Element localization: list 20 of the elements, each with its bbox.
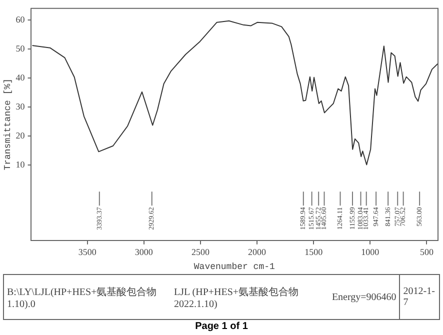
y-tick-label: 60 bbox=[16, 14, 26, 24]
y-tick-label: 40 bbox=[16, 72, 26, 82]
text: Page 1 of 1 bbox=[194, 321, 249, 332]
x-tick-label: 3500 bbox=[78, 247, 97, 258]
x-tick-label: 2500 bbox=[191, 247, 210, 258]
x-tick-label: 2000 bbox=[248, 247, 267, 258]
text: 2012-1-7 bbox=[399, 275, 439, 319]
x-tick-label: 1000 bbox=[361, 247, 380, 258]
x-axis-title: Wavenumber cm-1 bbox=[194, 262, 275, 272]
text: B:\LY\LJL(HP+HES+氨基酸包合物 1.10).0 bbox=[6, 286, 158, 310]
y-axis-title: Transmittance [%] bbox=[2, 78, 13, 170]
y-tick-label: 20 bbox=[16, 130, 26, 140]
y-tick-label: 50 bbox=[16, 43, 26, 54]
text: Energy=906460 bbox=[330, 292, 398, 302]
text: LJL (HP+HES+氨基酸包合物 2022.1.10) bbox=[173, 286, 300, 310]
y-tick-label: 10 bbox=[16, 159, 26, 170]
y-tick-label: 30 bbox=[16, 101, 26, 112]
x-tick-label: 1500 bbox=[304, 247, 324, 258]
x-tick-label: 3000 bbox=[134, 247, 154, 258]
x-tick-label: 500 bbox=[420, 247, 434, 258]
